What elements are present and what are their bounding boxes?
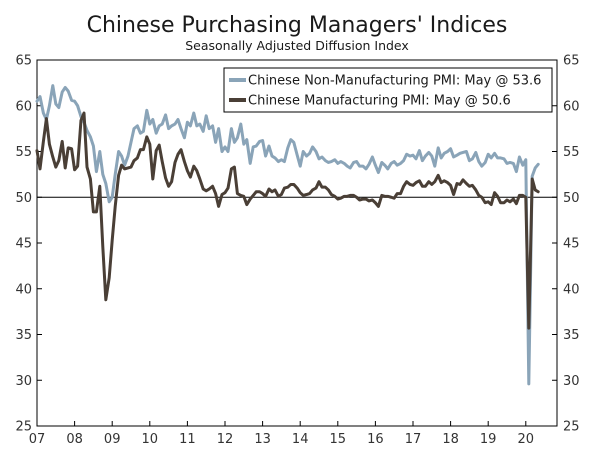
y-tick-label-right: 45: [563, 237, 580, 252]
y-tick-label-right: 30: [563, 374, 580, 389]
x-tick-label: 10: [142, 432, 159, 447]
y-tick-label-right: 40: [563, 282, 580, 297]
y-tick-label-left: 55: [15, 145, 32, 160]
y-tick-label-left: 45: [15, 237, 32, 252]
x-tick-label: 14: [292, 432, 309, 447]
series-line-manufacturing: [35, 111, 540, 330]
y-axis-left: 25 30 35 40 45 50 55 60 65: [15, 54, 42, 435]
legend: Chinese Non-Manufacturing PMI: May @ 53.…: [223, 67, 553, 113]
series-layer: [35, 84, 540, 386]
y-tick-label-right: 60: [563, 99, 580, 114]
x-tick-label: 20: [518, 432, 535, 447]
chart-title: Chinese Purchasing Managers' Indices: [87, 13, 508, 38]
x-tick-label: 19: [480, 432, 497, 447]
x-tick-label: 16: [367, 432, 384, 447]
y-tick-label-left: 35: [15, 328, 32, 343]
y-tick-label-left: 40: [15, 282, 32, 297]
y-tick-label-right: 65: [563, 54, 580, 69]
legend-box: [223, 67, 553, 113]
legend-label-manufacturing: Chinese Manufacturing PMI: May @ 50.6: [248, 94, 511, 109]
plot-area: [36, 59, 558, 427]
chart-subtitle: Seasonally Adjusted Diffusion Index: [185, 38, 409, 53]
x-axis: 07 08 09 10 11 12 13 14 15 16 17 18 19 20: [29, 421, 534, 447]
legend-label-non-manufacturing: Chinese Non-Manufacturing PMI: May @ 53.…: [248, 74, 541, 89]
y-tick-label-right: 55: [563, 145, 580, 160]
x-tick-label: 15: [330, 432, 347, 447]
x-tick-label: 13: [254, 432, 271, 447]
y-tick-label-right: 35: [563, 328, 580, 343]
x-tick-label: 08: [66, 432, 83, 447]
y-axis-right: 25 30 35 40 45 50 55 60 65: [552, 54, 580, 435]
y-tick-label-right: 25: [563, 420, 580, 435]
y-tick-label-left: 25: [15, 420, 32, 435]
y-tick-label-right: 50: [563, 191, 580, 206]
x-tick-label: 18: [442, 432, 459, 447]
x-tick-label: 11: [179, 432, 196, 447]
y-tick-label-left: 50: [15, 191, 32, 206]
y-tick-label-left: 30: [15, 374, 32, 389]
x-tick-label: 12: [217, 432, 234, 447]
x-tick-label: 07: [29, 432, 46, 447]
series-line-non-manufacturing: [35, 84, 540, 386]
x-tick-label: 17: [405, 432, 422, 447]
y-tick-label-left: 60: [15, 99, 32, 114]
y-tick-label-left: 65: [15, 54, 32, 69]
x-tick-label: 09: [104, 432, 121, 447]
